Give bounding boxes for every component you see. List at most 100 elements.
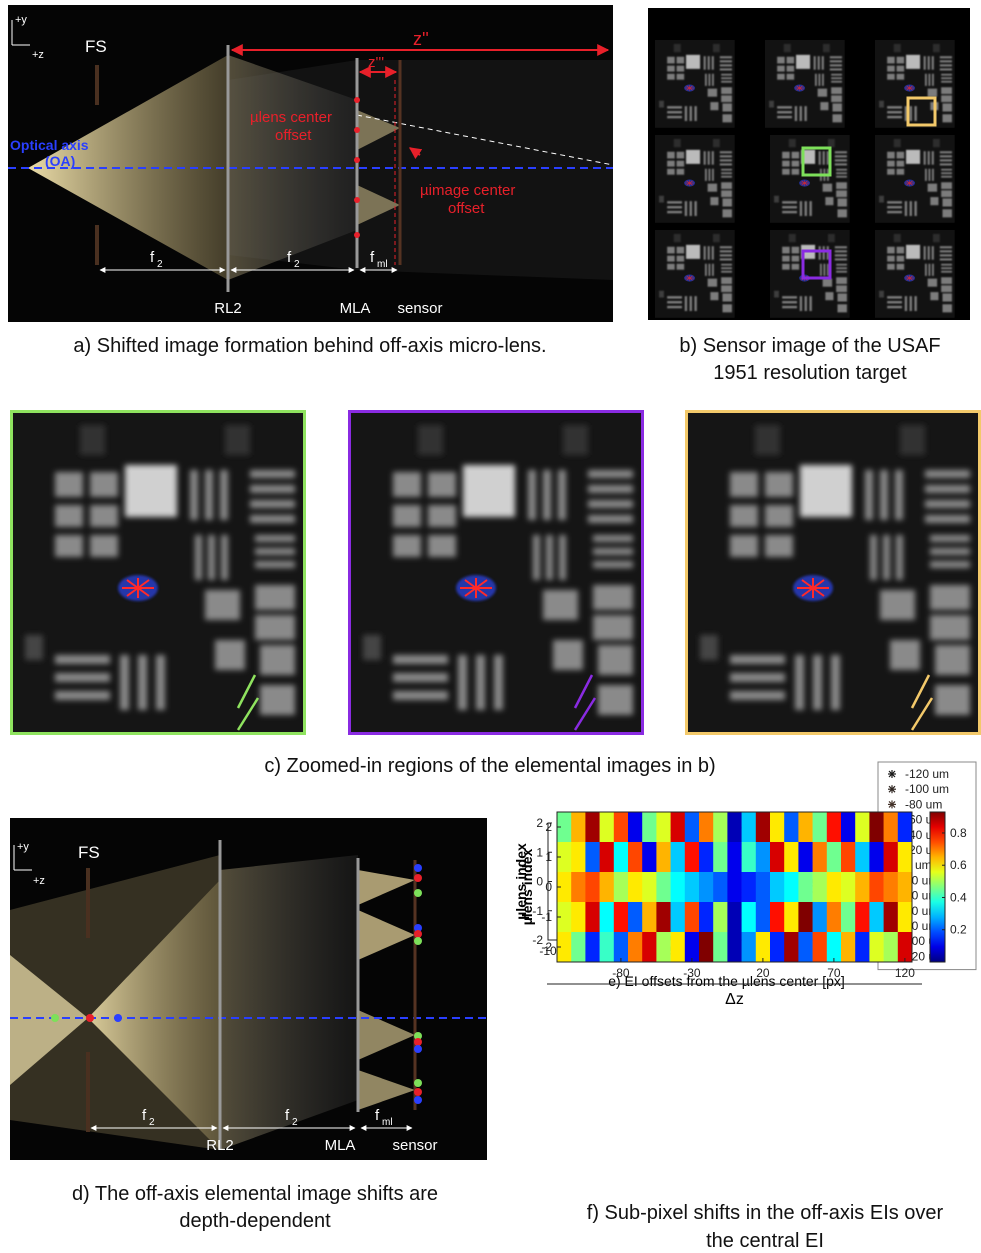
caption: d) The off-axis elemental image shifts a… xyxy=(72,1183,438,1205)
heat-cell xyxy=(884,872,899,902)
field-stop xyxy=(95,225,99,265)
heat-cell xyxy=(585,872,600,902)
heat-cell xyxy=(798,932,813,962)
heat-cell xyxy=(671,872,686,902)
heat-cell xyxy=(600,872,615,902)
heat-cell xyxy=(628,812,643,842)
heat-cell xyxy=(742,932,757,962)
colorbar-tick-label: 0.2 xyxy=(950,923,967,937)
heat-cell xyxy=(642,872,657,902)
label: 2 xyxy=(149,1117,155,1128)
heat-cell xyxy=(869,842,884,872)
heat-cell xyxy=(742,812,757,842)
heat-cell xyxy=(656,872,671,902)
heat-cell xyxy=(585,842,600,872)
heat-cell xyxy=(600,812,615,842)
heat-cell xyxy=(770,812,785,842)
x-tick-label: 120 xyxy=(895,966,915,980)
panel-b: b) Sensor image of the USAF 1951 resolut… xyxy=(648,8,970,384)
heat-cell xyxy=(685,902,700,932)
heat-cell xyxy=(898,932,913,962)
heat-cell xyxy=(699,842,714,872)
label: 2 xyxy=(157,259,163,270)
heat-cell xyxy=(855,842,870,872)
heat-cell xyxy=(642,932,657,962)
heat-cell xyxy=(869,902,884,932)
heat-cell xyxy=(642,902,657,932)
heat-cell xyxy=(713,902,728,932)
colorbar-tick-label: 0.4 xyxy=(950,890,967,904)
heat-cell xyxy=(884,902,899,932)
axis-label: +y xyxy=(15,14,27,26)
legend-marker xyxy=(888,785,896,793)
label: Optical axis xyxy=(10,137,89,153)
heat-cell xyxy=(727,902,742,932)
heat-cell xyxy=(884,932,899,962)
heat-cell xyxy=(784,872,799,902)
heat-cell xyxy=(727,932,742,962)
heat-cell xyxy=(827,902,842,932)
field-stop xyxy=(95,65,99,105)
heat-cell xyxy=(898,872,913,902)
label: µimage center xyxy=(420,182,515,199)
label: 2 xyxy=(294,259,300,270)
caption: depth-dependent xyxy=(179,1210,331,1232)
heat-cell xyxy=(571,842,586,872)
heat-cell xyxy=(756,842,771,872)
heat-cell xyxy=(642,812,657,842)
heat-cell xyxy=(727,812,742,842)
label: ml xyxy=(377,259,388,270)
heat-cell xyxy=(699,932,714,962)
label: 2 xyxy=(292,1117,298,1128)
heat-cell xyxy=(869,932,884,962)
legend-marker xyxy=(888,770,896,778)
x-tick-label: -30 xyxy=(683,966,701,980)
heat-cell xyxy=(614,812,629,842)
y-tick-label: 1 xyxy=(536,845,543,859)
heat-cell xyxy=(798,872,813,902)
legend-marker xyxy=(888,800,896,808)
heat-cell xyxy=(784,842,799,872)
caption: a) Shifted image formation behind off-ax… xyxy=(73,335,546,357)
label: z'' xyxy=(413,29,429,49)
heat-cell xyxy=(742,842,757,872)
heat-cell xyxy=(614,932,629,962)
heat-cell xyxy=(898,812,913,842)
x-tick-label: 20 xyxy=(756,966,770,980)
heat-cell xyxy=(756,932,771,962)
heat-cell xyxy=(656,902,671,932)
caption: the central EI xyxy=(706,1230,824,1252)
y-axis-label: µlens index xyxy=(519,849,535,926)
heat-cell xyxy=(813,872,828,902)
colorbar-tick-label: 0.8 xyxy=(950,826,967,840)
heat-cell xyxy=(898,902,913,932)
label: offset xyxy=(448,200,485,217)
caption: f) Sub-pixel shifts in the off-axis EIs … xyxy=(587,1202,944,1224)
heat-cell xyxy=(699,812,714,842)
heat-cell xyxy=(642,842,657,872)
heat-cell xyxy=(855,902,870,932)
heat-cell xyxy=(671,932,686,962)
heat-cell xyxy=(827,842,842,872)
label: RL2 xyxy=(214,300,242,317)
heat-cell xyxy=(585,812,600,842)
heat-cell xyxy=(628,842,643,872)
label: (OA) xyxy=(45,153,75,169)
heat-cell xyxy=(841,932,856,962)
y-tick-label: -1 xyxy=(541,910,552,924)
heat-cell xyxy=(827,932,842,962)
panel-d: +y +z FS f2 f2 fml RL2 MLA sensor d) The… xyxy=(10,818,487,1232)
heat-cell xyxy=(770,872,785,902)
heat-cell xyxy=(898,842,913,872)
heat-cell xyxy=(585,932,600,962)
label: sensor xyxy=(397,300,442,317)
heat-cell xyxy=(614,872,629,902)
colorbar xyxy=(930,812,945,962)
heat-cell xyxy=(656,812,671,842)
heat-cell xyxy=(742,872,757,902)
label: MLA xyxy=(340,300,371,317)
colorbar-tick-label: 0.6 xyxy=(950,858,967,872)
label: FS xyxy=(78,843,100,862)
heat-cell xyxy=(685,812,700,842)
y-tick-label: 2 xyxy=(536,816,543,830)
